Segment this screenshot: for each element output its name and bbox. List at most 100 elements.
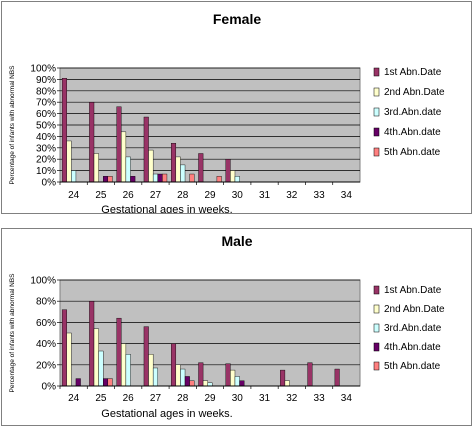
legend-label: 3rd.Abn.date bbox=[384, 323, 442, 334]
x-tick-label: 26 bbox=[123, 190, 135, 201]
x-tick-label: 25 bbox=[95, 190, 107, 201]
legend-swatch bbox=[373, 67, 380, 77]
y-tick-label: 60% bbox=[36, 318, 56, 329]
x-axis-label: Gestational ages in weeks. bbox=[101, 204, 232, 213]
bar-3-30 bbox=[234, 376, 240, 387]
legend-swatch bbox=[373, 107, 380, 117]
legend-swatch bbox=[373, 147, 380, 157]
bar-3-27 bbox=[152, 173, 158, 183]
bar-1-25 bbox=[89, 101, 95, 183]
x-tick-label: 24 bbox=[68, 190, 80, 201]
y-tick-label: 10% bbox=[36, 166, 56, 177]
bar-4-26 bbox=[130, 176, 136, 183]
legend-swatch bbox=[373, 361, 380, 371]
chart-title: Male bbox=[221, 233, 252, 249]
y-tick-label: 0% bbox=[42, 178, 57, 189]
x-tick-label: 29 bbox=[204, 190, 216, 201]
bar-5-28 bbox=[189, 173, 195, 183]
bar-2-32 bbox=[284, 380, 290, 387]
bar-2-24 bbox=[66, 140, 72, 183]
bar-1-28 bbox=[171, 143, 177, 183]
y-tick-label: 0% bbox=[42, 382, 57, 393]
bar-4-25 bbox=[103, 378, 109, 387]
y-tick-label: 80% bbox=[36, 86, 56, 97]
bar-4-27 bbox=[157, 173, 163, 183]
bar-3-24 bbox=[71, 170, 77, 183]
y-tick-label: 90% bbox=[36, 75, 56, 86]
x-tick-label: 31 bbox=[259, 190, 271, 201]
legend-swatch bbox=[373, 342, 380, 352]
y-tick-label: 100% bbox=[30, 276, 56, 287]
legend-label: 4th.Abn.date bbox=[384, 342, 441, 353]
legend-label: 2nd Abn.Date bbox=[384, 87, 445, 98]
y-tick-label: 50% bbox=[36, 121, 56, 132]
bar-3-25 bbox=[98, 350, 104, 387]
y-tick-label: 60% bbox=[36, 109, 56, 120]
legend-swatch bbox=[373, 285, 380, 295]
legend-label: 3rd.Abn.date bbox=[384, 107, 442, 118]
legend-swatch bbox=[373, 323, 380, 333]
bar-1-24 bbox=[61, 309, 67, 387]
x-tick-label: 34 bbox=[341, 190, 353, 201]
x-tick-label: 27 bbox=[150, 190, 162, 201]
chart-title: Female bbox=[213, 11, 261, 27]
bar-1-27 bbox=[143, 116, 149, 183]
legend-swatch bbox=[373, 127, 380, 137]
plot-area bbox=[59, 279, 361, 387]
x-tick-label: 33 bbox=[314, 393, 326, 404]
x-tick-label: 25 bbox=[95, 393, 107, 404]
bar-3-26 bbox=[125, 353, 131, 387]
bar-1-28 bbox=[171, 343, 177, 387]
x-tick-label: 26 bbox=[123, 393, 135, 404]
y-tick-label: 20% bbox=[36, 360, 56, 371]
bar-3-28 bbox=[180, 368, 186, 387]
bar-2-24 bbox=[66, 332, 72, 387]
bar-2-29 bbox=[202, 380, 208, 387]
bar-2-30 bbox=[230, 369, 236, 387]
bar-2-30 bbox=[230, 170, 236, 183]
x-tick-label: 24 bbox=[68, 393, 80, 404]
bar-4-28 bbox=[184, 376, 190, 387]
legend-swatch bbox=[373, 304, 380, 314]
x-tick-label: 32 bbox=[286, 190, 298, 201]
y-tick-label: 40% bbox=[36, 339, 56, 350]
bar-3-27 bbox=[152, 367, 158, 387]
x-tick-label: 29 bbox=[204, 393, 216, 404]
bar-1-24 bbox=[61, 78, 67, 183]
bar-1-26 bbox=[116, 317, 122, 387]
female-chart: Female Percentage of infants with abnorma… bbox=[9, 11, 445, 213]
x-tick-label: 30 bbox=[232, 190, 244, 201]
x-tick-label: 30 bbox=[232, 393, 244, 404]
bar-1-26 bbox=[116, 106, 122, 183]
bar-4-30 bbox=[239, 380, 245, 387]
legend-swatch bbox=[373, 87, 380, 97]
x-tick-label: 28 bbox=[177, 393, 189, 404]
bar-3-30 bbox=[234, 176, 240, 183]
bar-2-28 bbox=[175, 156, 181, 183]
x-tick-label: 27 bbox=[150, 393, 162, 404]
bar-2-28 bbox=[175, 364, 181, 387]
bar-4-24 bbox=[75, 378, 81, 387]
legend-label: 2nd Abn.Date bbox=[384, 304, 445, 315]
bar-5-25 bbox=[107, 176, 113, 183]
x-tick-label: 32 bbox=[286, 393, 298, 404]
bar-1-34 bbox=[334, 368, 340, 387]
bar-1-30 bbox=[225, 363, 231, 387]
legend-label: 5th Abn.date bbox=[384, 147, 441, 158]
y-axis-label: Percentage of infants with abnormal NBS bbox=[9, 273, 16, 393]
bar-1-30 bbox=[225, 158, 231, 183]
bar-2-25 bbox=[93, 328, 99, 387]
bar-5-29 bbox=[216, 176, 222, 183]
male-chart: Male Percentage of infants with abnormal … bbox=[9, 233, 445, 420]
bar-1-29 bbox=[198, 362, 204, 387]
legend-label: 1st Abn.Date bbox=[384, 285, 442, 296]
bar-2-27 bbox=[148, 353, 154, 387]
bar-1-27 bbox=[143, 326, 149, 387]
x-tick-label: 28 bbox=[177, 190, 189, 201]
bar-2-26 bbox=[121, 343, 127, 387]
y-tick-label: 30% bbox=[36, 143, 56, 154]
bar-5-27 bbox=[162, 173, 168, 183]
bar-3-26 bbox=[125, 156, 131, 183]
y-tick-label: 40% bbox=[36, 132, 56, 143]
x-tick-label: 33 bbox=[314, 190, 326, 201]
